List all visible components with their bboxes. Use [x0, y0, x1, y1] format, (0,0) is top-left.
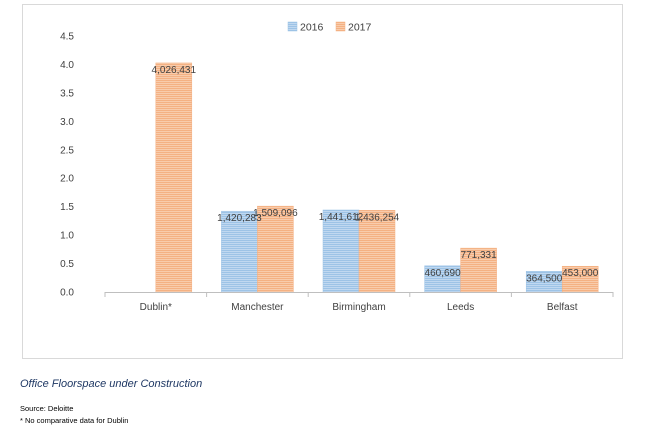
- bar-chart: 2016 2017 0.00.51.01.52.02.53.03.54.04.5 …: [60, 21, 614, 313]
- y-tick-label: 1.0: [60, 231, 74, 242]
- x-tick-label: Belfast: [547, 302, 578, 313]
- y-axis: 0.0 0.5 1.0 1.5 2.0 2.5 3.0 3.5 4.0 4.5: [60, 32, 74, 299]
- x-tick-label: Birmingham: [332, 302, 385, 313]
- data-label-2016: 364,500: [526, 273, 563, 284]
- data-label-2016: 460,690: [425, 268, 462, 279]
- y-tick-label: 0.0: [60, 288, 74, 299]
- y-tick-label: 2.5: [60, 145, 74, 156]
- bars: [155, 62, 599, 293]
- bar-2017: [358, 210, 396, 293]
- legend-label-2016: 2016: [300, 22, 324, 34]
- data-label-2017: 1,509,096: [253, 208, 298, 219]
- bar-2017: [257, 205, 294, 293]
- legend-swatch-2017: [335, 21, 346, 32]
- bar-2017: [155, 62, 193, 293]
- bar-2016: [221, 210, 258, 293]
- legend-swatch-2016: [287, 21, 298, 32]
- y-tick-label: 2.0: [60, 174, 74, 185]
- source-note: Source: Deloitte: [20, 404, 74, 413]
- x-axis: Dublin* Manchester Birmingham Leeds Belfast: [104, 292, 614, 313]
- y-tick-label: 0.5: [60, 259, 74, 270]
- x-tick-label: Leeds: [447, 302, 474, 313]
- data-label-2017: 771,331: [461, 250, 498, 261]
- legend: 2016 2017: [287, 21, 372, 34]
- chart-frame: 2016 2017 0.0 0.5 1.0 1.5 2.0 2.5 3.0 3.5 4.0 4.5 …: [22, 4, 623, 359]
- data-label-2017: 1,436,254: [355, 212, 400, 223]
- y-tick-label: 3.5: [60, 88, 74, 99]
- bar-2016: [322, 209, 360, 293]
- data-label-2016: 1,420,283: [217, 213, 262, 224]
- data-label-2016: 1,441,612: [319, 212, 364, 223]
- y-tick-label: 1.5: [60, 202, 74, 213]
- bar-2017: [460, 247, 497, 293]
- x-tick-label: Manchester: [231, 302, 284, 313]
- data-label-2017: 4,026,431: [152, 65, 197, 76]
- data-label-2017: 453,000: [562, 268, 599, 279]
- y-tick-label: 4.0: [60, 60, 74, 71]
- legend-label-2017: 2017: [348, 22, 372, 34]
- y-tick-label: 4.5: [60, 32, 74, 43]
- footnote: * No comparative data for Dublin: [20, 416, 129, 425]
- y-tick-label: 3.0: [60, 117, 74, 128]
- chart-caption: Office Floorspace under Construction: [20, 378, 203, 390]
- x-tick-label: Dublin*: [140, 302, 172, 313]
- bar-2017: [561, 265, 599, 293]
